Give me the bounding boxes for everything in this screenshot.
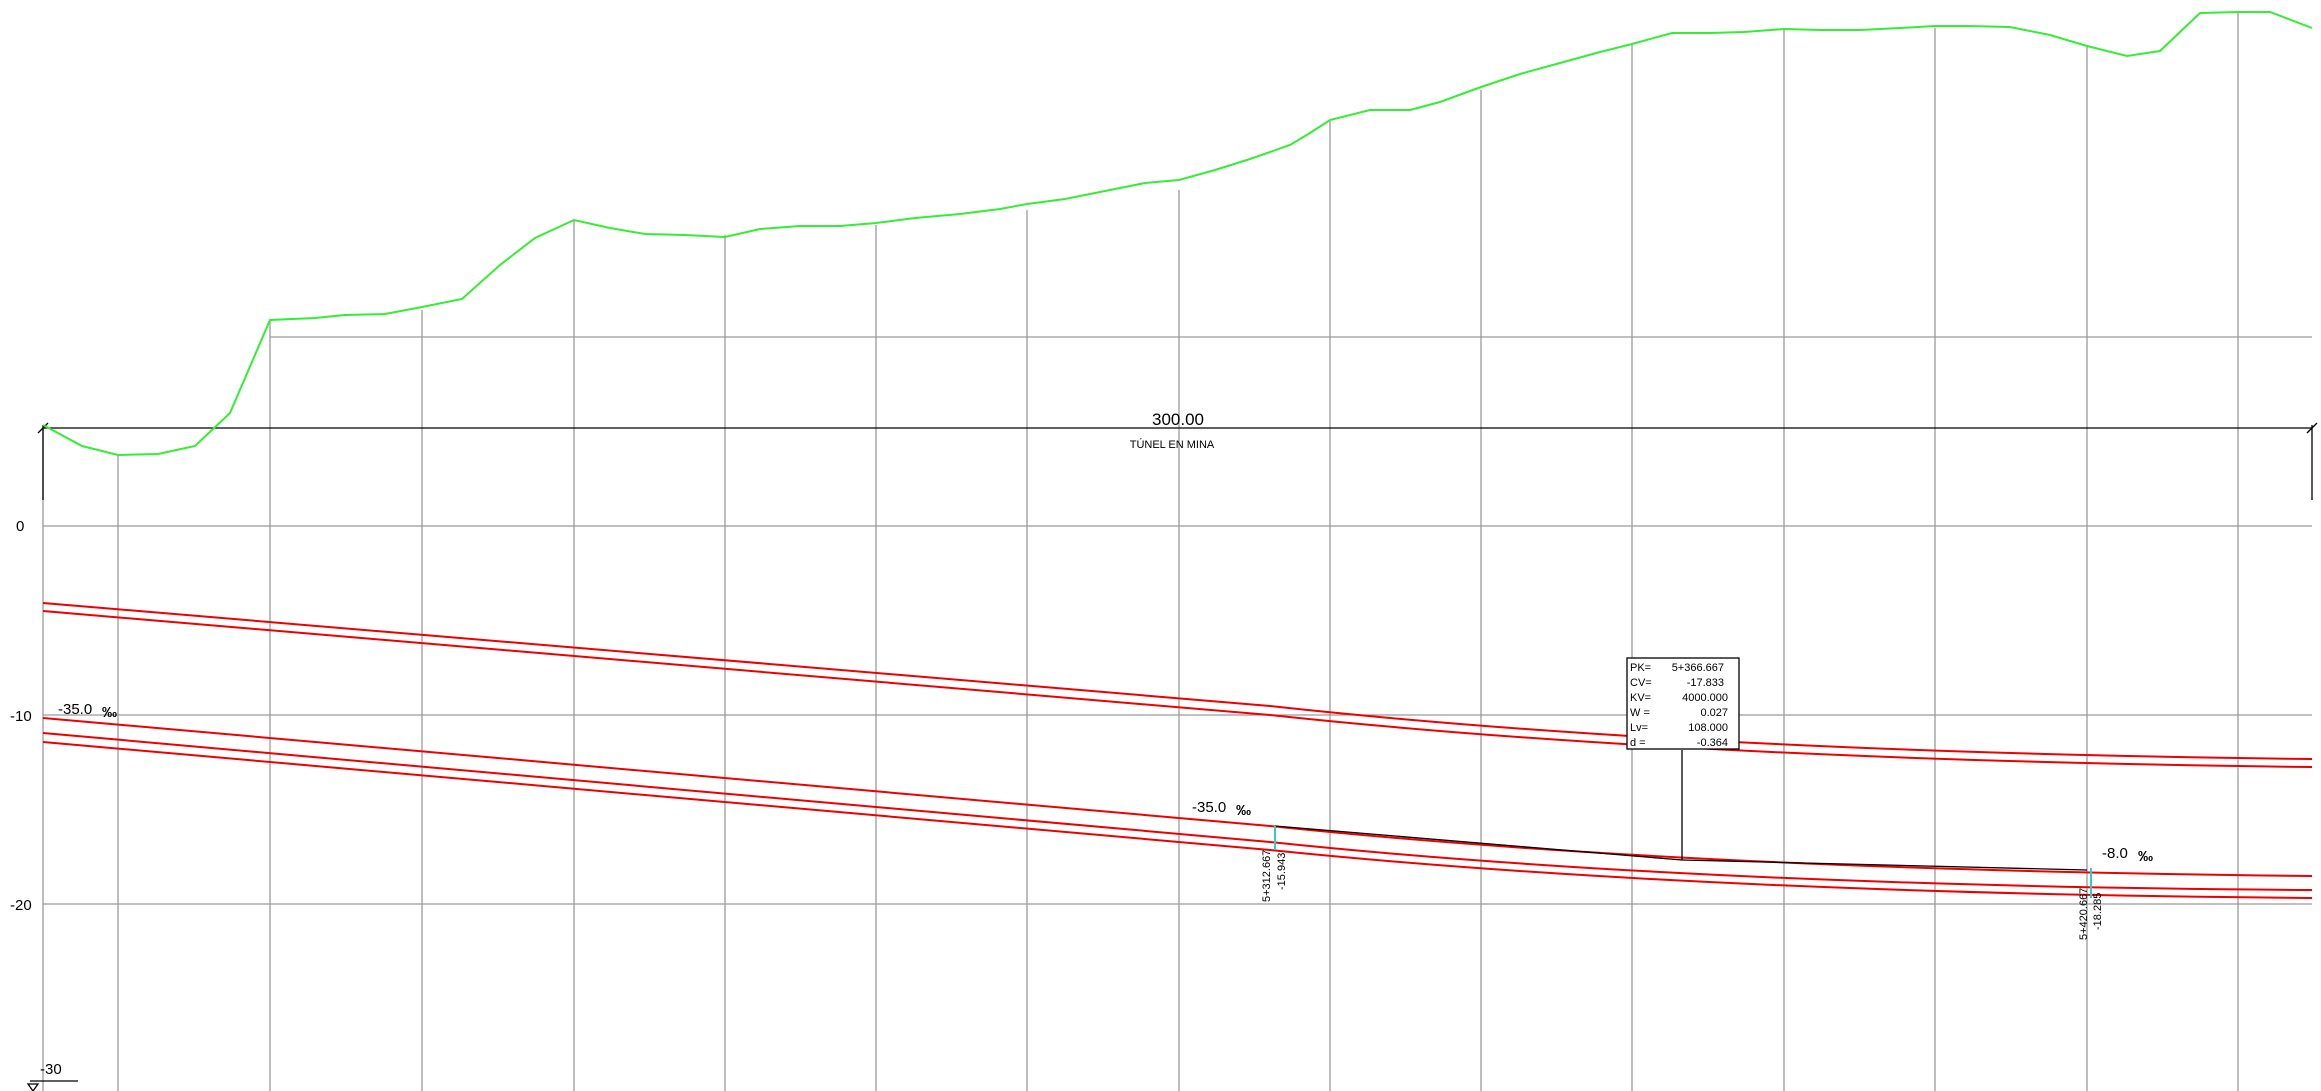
grade-tangents: [1274, 750, 2088, 871]
curve-key-pk: PK=: [1630, 662, 1651, 674]
curve-value-d: -0.364: [1697, 737, 1728, 749]
per-mille-icon: ‰: [2138, 848, 2153, 865]
curve-value-w: 0.027: [1700, 707, 1728, 719]
station-pk-label: 5+420.667: [2078, 888, 2090, 940]
curve-value-lv: 108.000: [1688, 722, 1728, 734]
section-length-label: 300.00: [1152, 410, 1204, 429]
station-pk-label: 5+312.667: [1261, 850, 1273, 902]
lower-track-rail-a: [42, 717, 2313, 877]
lower-track-rail-b: [42, 732, 2313, 891]
rail-profiles: [42, 602, 2313, 899]
dimension-arrow-right: [2306, 422, 2318, 434]
curve-value-cv: -17.833: [1687, 677, 1724, 689]
curve-key-cv: CV=: [1630, 677, 1652, 689]
station-cota-label: -15.943: [1276, 853, 1288, 890]
grade-tangent-line: [1274, 825, 1683, 861]
y-axis-label-minus-20: -20: [10, 897, 32, 914]
station-cota-label: -18.285: [2092, 893, 2104, 930]
curve-value-pk: 5+366.667: [1672, 662, 1724, 674]
upper-track-rail-b: [42, 610, 2313, 768]
y-axis-label-minus-10: -10: [10, 708, 32, 725]
grade-label-right: -8.0: [2102, 845, 2128, 862]
curve-key-kv: KV=: [1630, 692, 1651, 704]
axis-base-arrow-icon: [26, 1083, 40, 1091]
terrain-profile-line: [42, 11, 2313, 457]
curve-key-w: W =: [1630, 707, 1650, 719]
vertical-grid: [42, 12, 2239, 1091]
curve-key-lv: Lv=: [1630, 722, 1648, 734]
y-axis-label-0: 0: [16, 518, 24, 535]
grade-tangent-line: [1681, 859, 2088, 871]
per-mille-icon: ‰: [1236, 802, 1251, 819]
section-name-label: TÚNEL EN MINA: [1130, 438, 1215, 451]
y-axis-label-minus-30: -30: [40, 1061, 62, 1078]
lower-track-rail-c: [42, 741, 2313, 899]
curve-box-frame: [1626, 657, 1740, 750]
grade-label-middle: -35.0: [1192, 799, 1226, 816]
curve-value-kv: 4000.000: [1682, 692, 1728, 704]
dimension-arrow-left: [37, 422, 49, 434]
curve-key-d: d =: [1630, 737, 1646, 749]
tunnel-dimension: [37, 422, 2318, 500]
upper-track-rail-a: [42, 602, 2313, 760]
vertical-curve-box: PK= 5+366.667 CV= -17.833 KV= 4000.000 W…: [1626, 657, 1740, 750]
grade-label-left: -35.0: [58, 701, 92, 718]
per-mille-icon: ‰: [102, 704, 117, 721]
horizontal-grid: [43, 336, 2312, 905]
